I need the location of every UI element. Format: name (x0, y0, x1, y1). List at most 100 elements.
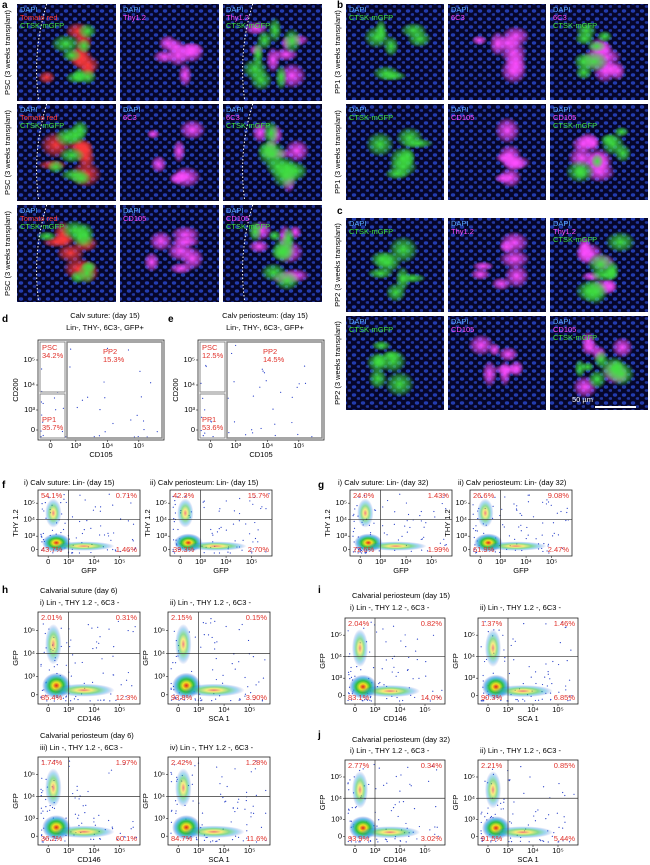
event-dot (506, 700, 508, 702)
event-dot (298, 383, 300, 385)
event-dot (99, 506, 102, 508)
event-dot (95, 647, 98, 649)
stain-signal (61, 48, 82, 63)
stain-signal (369, 250, 396, 269)
x-axis-label: CD146 (77, 714, 100, 723)
event-dot (513, 503, 515, 505)
event-dot (225, 529, 227, 531)
event-dot (404, 525, 406, 527)
stain-signal (256, 140, 288, 169)
y-tick-label: 0 (31, 690, 35, 699)
event-dot (566, 660, 568, 662)
event-dot (131, 685, 133, 687)
event-dot (78, 814, 80, 816)
gate (199, 341, 226, 393)
event-dot (398, 801, 400, 803)
event-dot (56, 664, 58, 666)
event-dot (532, 516, 535, 518)
event-dot (174, 662, 177, 664)
event-dot (247, 686, 249, 688)
density-cluster (485, 771, 501, 809)
event-dot (236, 807, 239, 809)
event-dot (347, 782, 349, 784)
event-dot (112, 655, 114, 657)
event-dot (528, 841, 530, 843)
event-dot (500, 808, 502, 810)
event-dot (516, 698, 518, 701)
event-dot (97, 699, 99, 701)
event-dot (530, 676, 532, 678)
event-dot (570, 649, 572, 651)
event-dot (44, 632, 46, 635)
event-dot (398, 700, 401, 702)
event-dot (174, 500, 176, 502)
y-axis-label: THY 1.2 (323, 509, 332, 536)
event-dot (116, 838, 118, 841)
x-tick-label: 10³ (230, 441, 241, 450)
event-dot (399, 840, 402, 842)
event-dot (566, 507, 568, 509)
event-dot (107, 532, 109, 534)
event-dot (437, 835, 439, 837)
event-dot (568, 679, 571, 681)
event-dot (228, 432, 230, 434)
event-dot (40, 812, 42, 814)
event-dot (475, 525, 477, 527)
channel-label: DAPI (451, 105, 469, 114)
event-dot (131, 539, 134, 541)
tissue-boundary (36, 205, 48, 302)
stain-signal (372, 65, 401, 82)
event-dot (172, 506, 174, 508)
event-dot (434, 833, 436, 835)
event-dot (528, 666, 530, 668)
y-tick-label: 10⁵ (24, 355, 35, 364)
event-dot (390, 810, 393, 812)
event-dot (72, 792, 74, 795)
event-dot (134, 626, 136, 628)
gate-percent: 34.2% (42, 351, 64, 360)
event-dot (394, 511, 396, 513)
y-tick-label: 10⁴ (463, 652, 475, 661)
event-dot (62, 697, 65, 699)
event-dot (508, 779, 511, 782)
event-dot (364, 552, 366, 554)
x-tick-label: 10⁵ (244, 705, 255, 714)
event-dot (520, 530, 522, 532)
event-dot (219, 508, 221, 510)
y-axis-label: GFP (451, 795, 460, 810)
y-tick-label: 10³ (154, 814, 165, 823)
event-dot (172, 550, 174, 552)
channel-label: DAPI (20, 206, 38, 215)
micrograph (17, 104, 116, 201)
event-dot (347, 671, 350, 673)
event-dot (173, 694, 175, 696)
event-dot (170, 810, 173, 812)
micrograph (550, 4, 648, 100)
event-dot (480, 813, 482, 815)
event-dot (93, 817, 95, 819)
stain-signal (365, 131, 395, 158)
y-tick-label: 0 (471, 690, 475, 699)
event-dot (566, 511, 568, 514)
event-dot (512, 813, 514, 815)
event-dot (352, 530, 355, 533)
event-dot (89, 700, 91, 702)
stain-signal (81, 260, 97, 273)
channel-label: CTSK-mGFP (553, 21, 597, 30)
x-tick-label: 10³ (503, 846, 514, 855)
event-dot (41, 536, 43, 538)
x-tick-label: 0 (478, 557, 482, 566)
stain-signal (499, 154, 532, 171)
quadrant-percent: 1.74% (41, 758, 63, 767)
event-dot (523, 792, 525, 794)
event-dot (90, 838, 92, 840)
y-tick-label: 10⁵ (331, 772, 342, 781)
event-dot (255, 794, 257, 796)
event-dot (63, 498, 65, 500)
event-dot (239, 699, 241, 701)
event-dot (101, 658, 103, 660)
event-dot (62, 407, 65, 409)
event-dot (130, 828, 132, 830)
x-axis-label: CD146 (77, 855, 100, 864)
micrograph (448, 316, 546, 410)
